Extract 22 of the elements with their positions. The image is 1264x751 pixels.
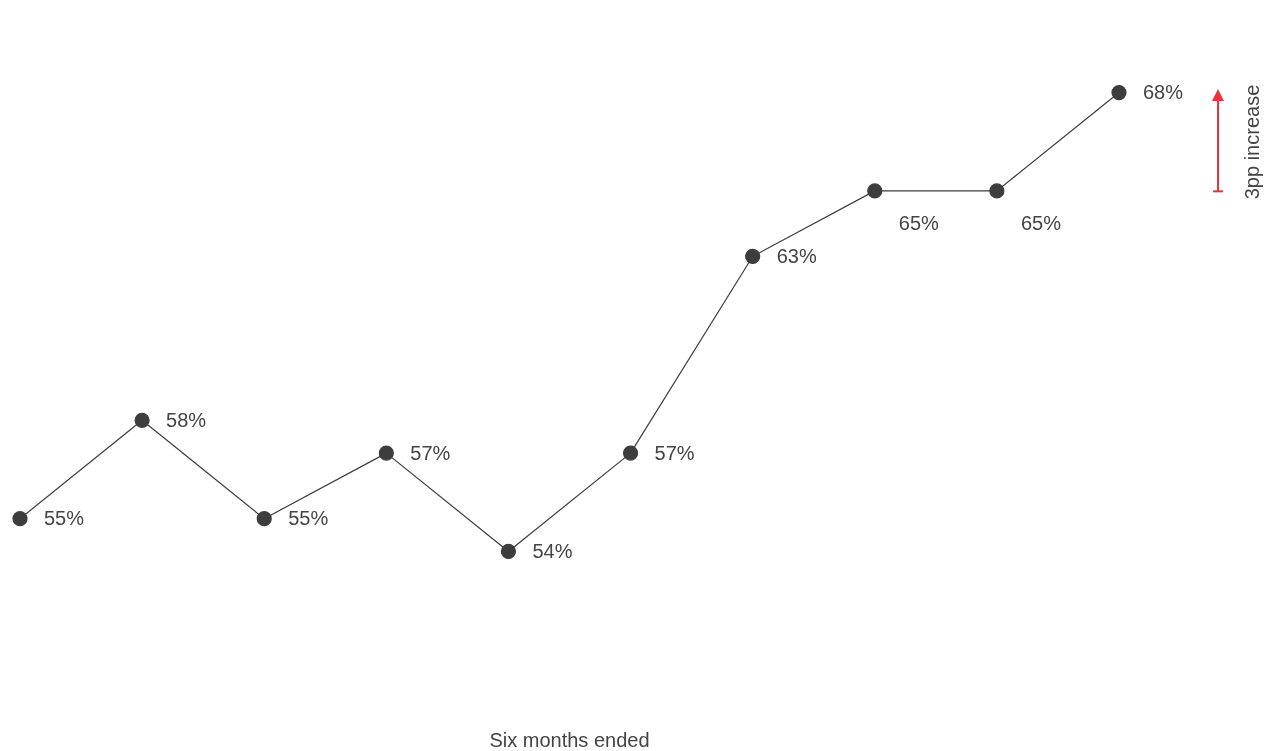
point xyxy=(622,445,639,461)
point xyxy=(256,511,272,527)
data-label: 57% xyxy=(654,441,695,464)
data-label: 68% xyxy=(1143,81,1184,104)
data-label: 57% xyxy=(410,441,451,464)
data-label: 58% xyxy=(166,408,207,431)
point xyxy=(12,511,28,527)
point xyxy=(500,543,517,560)
point xyxy=(1111,84,1127,101)
point xyxy=(134,412,150,428)
point xyxy=(867,183,883,199)
data-label: 65% xyxy=(898,212,940,235)
text: 3pp increase xyxy=(1240,84,1264,199)
data-label: 55% xyxy=(44,507,85,530)
data-label: 55% xyxy=(288,507,329,530)
point xyxy=(378,445,394,461)
point xyxy=(745,248,761,265)
point xyxy=(989,183,1005,199)
data-label: 54% xyxy=(532,539,573,562)
data-label: 65% xyxy=(1020,212,1062,235)
data-label: 63% xyxy=(776,244,817,267)
text: Six months ended xyxy=(489,728,650,751)
